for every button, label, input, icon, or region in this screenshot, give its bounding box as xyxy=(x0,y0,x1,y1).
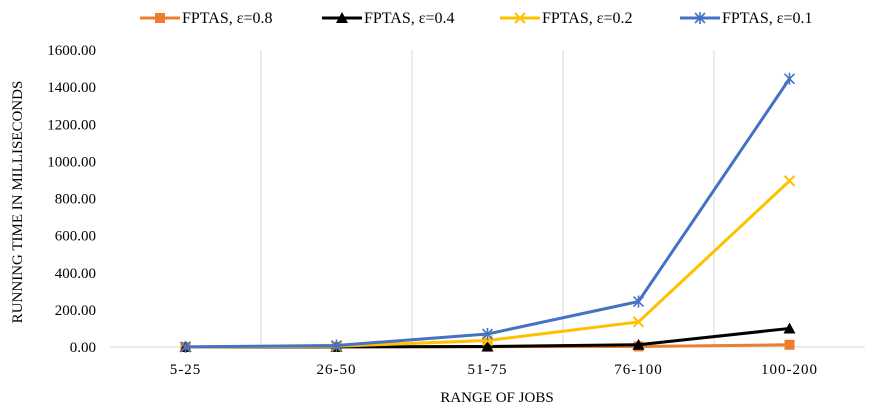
legend-label: FPTAS, ε=0.4 xyxy=(364,10,454,27)
data-point-marker xyxy=(481,340,494,352)
x-axis-title: RANGE OF JOBS xyxy=(440,390,553,406)
y-tick-label: 0.00 xyxy=(70,340,96,356)
legend-item: FPTAS, ε=0.4 xyxy=(322,10,454,27)
x-axis-ticks: 5-25 26-50 51-75 76-100 100-200 xyxy=(170,362,818,378)
series-line xyxy=(185,77,791,349)
x-tick-label: 26-50 xyxy=(317,362,357,378)
y-tick-label: 600.00 xyxy=(55,229,96,245)
data-point-marker xyxy=(330,339,343,352)
data-point-marker xyxy=(514,12,526,24)
y-tick-label: 1200.00 xyxy=(47,117,96,133)
series-group xyxy=(179,72,796,353)
y-tick-label: 800.00 xyxy=(55,192,96,208)
data-point-marker xyxy=(783,322,796,334)
legend-label: FPTAS, ε=0.8 xyxy=(182,10,272,27)
legend: FPTAS, ε=0.8 FPTAS, ε=0.4 FPTAS, ε=0.2 FPTA… xyxy=(140,10,812,27)
gridlines xyxy=(110,50,865,348)
y-tick-label: 200.00 xyxy=(55,303,96,319)
series xyxy=(179,72,796,353)
data-point-marker xyxy=(783,72,796,85)
y-axis-title: RUNNING TIME IN MILLISECONDS xyxy=(10,81,26,324)
data-point-marker xyxy=(481,328,494,341)
x-tick-label: 51-75 xyxy=(468,362,508,378)
series xyxy=(179,175,796,353)
data-point-marker xyxy=(632,338,645,350)
y-axis-ticks: 0.00 200.00 400.00 600.00 800.00 1000.00 1200.… xyxy=(47,43,96,356)
x-tick-label: 100-200 xyxy=(761,362,818,378)
data-point-marker xyxy=(336,12,348,23)
legend-item: FPTAS, ε=0.8 xyxy=(140,10,272,27)
data-point-marker xyxy=(179,340,192,353)
data-point-marker xyxy=(783,175,796,187)
y-tick-label: 1600.00 xyxy=(47,43,96,59)
x-tick-label: 5-25 xyxy=(170,362,202,378)
series-line xyxy=(185,179,791,349)
legend-item: FPTAS, ε=0.1 xyxy=(680,10,812,27)
legend-item: FPTAS, ε=0.2 xyxy=(500,10,632,27)
legend-label: FPTAS, ε=0.2 xyxy=(542,10,632,27)
y-tick-label: 1000.00 xyxy=(47,154,96,170)
legend-label: FPTAS, ε=0.1 xyxy=(722,10,812,27)
y-tick-label: 1400.00 xyxy=(47,80,96,96)
x-tick-label: 76-100 xyxy=(614,362,663,378)
y-tick-label: 400.00 xyxy=(55,266,96,282)
data-point-marker xyxy=(155,13,165,23)
data-point-marker xyxy=(632,316,645,328)
data-point-marker xyxy=(632,295,645,308)
data-point-marker xyxy=(784,339,795,350)
data-point-marker xyxy=(694,12,706,24)
